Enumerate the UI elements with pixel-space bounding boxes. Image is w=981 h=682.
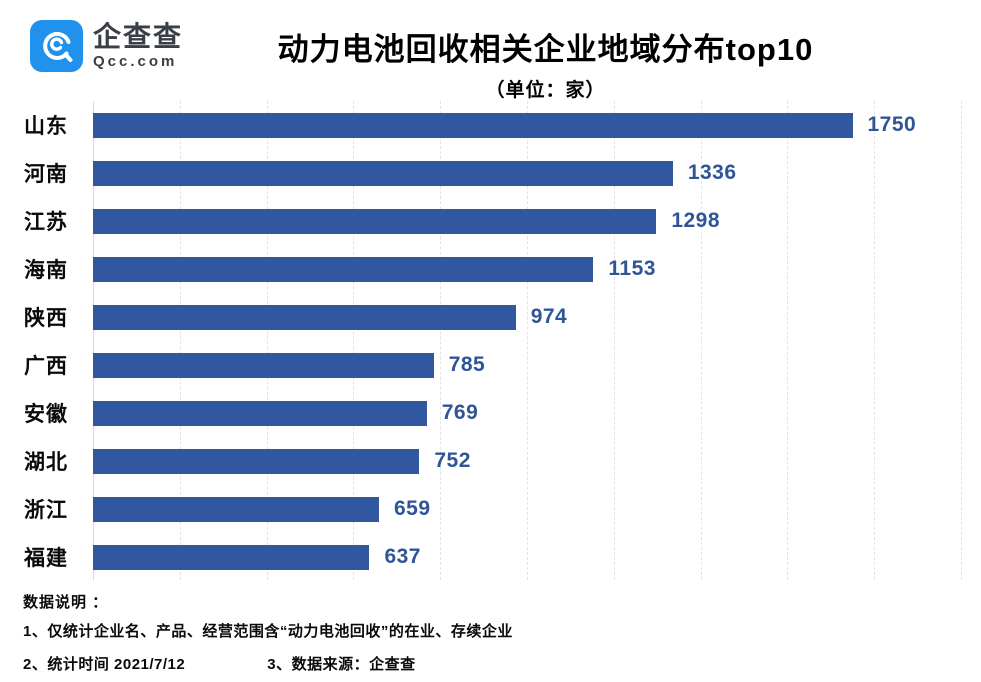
bar bbox=[93, 112, 853, 138]
bar-row: 江苏 1298 bbox=[0, 197, 981, 245]
note-scope: 1、仅统计企业名、产品、经营范围含“动力电池回收”的在业、存续企业 bbox=[23, 623, 513, 640]
bar-track: 974 bbox=[93, 293, 981, 341]
bar-chart: 山东 1750 河南 1336 江苏 1298 海南 1153 陕西 974 广西 785 安徽 769 湖… bbox=[0, 101, 981, 581]
bar bbox=[93, 304, 516, 330]
bar-row: 陕西 974 bbox=[0, 293, 981, 341]
brand-name-cn: 企查查 bbox=[93, 20, 184, 52]
brand-name-en: Qcc.com bbox=[93, 53, 178, 71]
bar-track: 1153 bbox=[93, 245, 981, 293]
category-label: 江苏 bbox=[24, 211, 68, 234]
title-block: 动力电池回收相关企业地域分布top10 （单位：家） bbox=[110, 24, 981, 102]
bar bbox=[93, 400, 427, 426]
bar-track: 1750 bbox=[93, 101, 981, 149]
category-label: 广西 bbox=[24, 355, 68, 378]
bar-row: 河南 1336 bbox=[0, 149, 981, 197]
bar bbox=[93, 160, 673, 186]
qcc-logo-icon bbox=[30, 20, 83, 72]
bar-track: 769 bbox=[93, 389, 981, 437]
note-row: 2、统计时间 2021/7/12 3、数据来源：企查查 bbox=[23, 653, 961, 674]
bar-value-label: 1298 bbox=[671, 209, 721, 232]
category-label: 福建 bbox=[24, 547, 68, 570]
bar-track: 659 bbox=[93, 485, 981, 533]
bar bbox=[93, 208, 657, 234]
bar-track: 637 bbox=[93, 533, 981, 581]
category-label: 浙江 bbox=[24, 499, 68, 522]
bar bbox=[93, 544, 370, 570]
bar-track: 1298 bbox=[93, 197, 981, 245]
bar-row: 山东 1750 bbox=[0, 101, 981, 149]
bar-track: 1336 bbox=[93, 149, 981, 197]
bar-value-label: 1336 bbox=[687, 161, 737, 184]
bar-value-label: 1750 bbox=[867, 113, 917, 136]
bar-value-label: 769 bbox=[441, 401, 479, 424]
chart-title: 动力电池回收相关企业地域分布top10 bbox=[277, 32, 814, 67]
notes-heading: 数据说明 ： bbox=[23, 594, 109, 611]
category-label: 湖北 bbox=[24, 451, 68, 474]
bar-row: 湖北 752 bbox=[0, 437, 981, 485]
bar-value-label: 974 bbox=[530, 305, 568, 328]
note-source: 3、数据来源：企查查 bbox=[267, 656, 416, 673]
data-notes: 数据说明 ： 1、仅统计企业名、产品、经营范围含“动力电池回收”的在业、存续企业… bbox=[23, 591, 961, 674]
bar bbox=[93, 256, 594, 282]
bar-row: 海南 1153 bbox=[0, 245, 981, 293]
bar-track: 785 bbox=[93, 341, 981, 389]
category-label: 河南 bbox=[24, 163, 68, 186]
bar-value-label: 785 bbox=[448, 353, 486, 376]
category-label: 陕西 bbox=[24, 307, 68, 330]
bar bbox=[93, 448, 420, 474]
bar-value-label: 659 bbox=[394, 497, 431, 520]
bar-row: 福建 637 bbox=[0, 533, 981, 581]
magnifier-q-icon bbox=[42, 31, 72, 62]
bar-track: 752 bbox=[93, 437, 981, 485]
bar-value-label: 1153 bbox=[608, 257, 656, 280]
bar-value-label: 752 bbox=[434, 449, 471, 472]
bar-row: 浙江 659 bbox=[0, 485, 981, 533]
category-label: 安徽 bbox=[24, 403, 68, 426]
category-label: 山东 bbox=[24, 115, 68, 138]
bar-rows: 山东 1750 河南 1336 江苏 1298 海南 1153 陕西 974 广西 785 安徽 769 湖… bbox=[0, 101, 981, 581]
header: 企查查 Qcc.com 动力电池回收相关企业地域分布top10 （单位：家） bbox=[0, 0, 981, 102]
chart-unit-subtitle: （单位：家） bbox=[485, 80, 606, 101]
note-date: 2、统计时间 2021/7/12 bbox=[23, 656, 186, 673]
bar bbox=[93, 352, 434, 378]
category-label: 海南 bbox=[24, 259, 68, 282]
qcc-logo: 企查查 Qcc.com bbox=[30, 20, 183, 72]
bar bbox=[93, 496, 379, 522]
qcc-logo-text: 企查查 Qcc.com bbox=[93, 22, 183, 70]
bar-row: 安徽 769 bbox=[0, 389, 981, 437]
bar-row: 广西 785 bbox=[0, 341, 981, 389]
bar-value-label: 637 bbox=[384, 545, 421, 568]
